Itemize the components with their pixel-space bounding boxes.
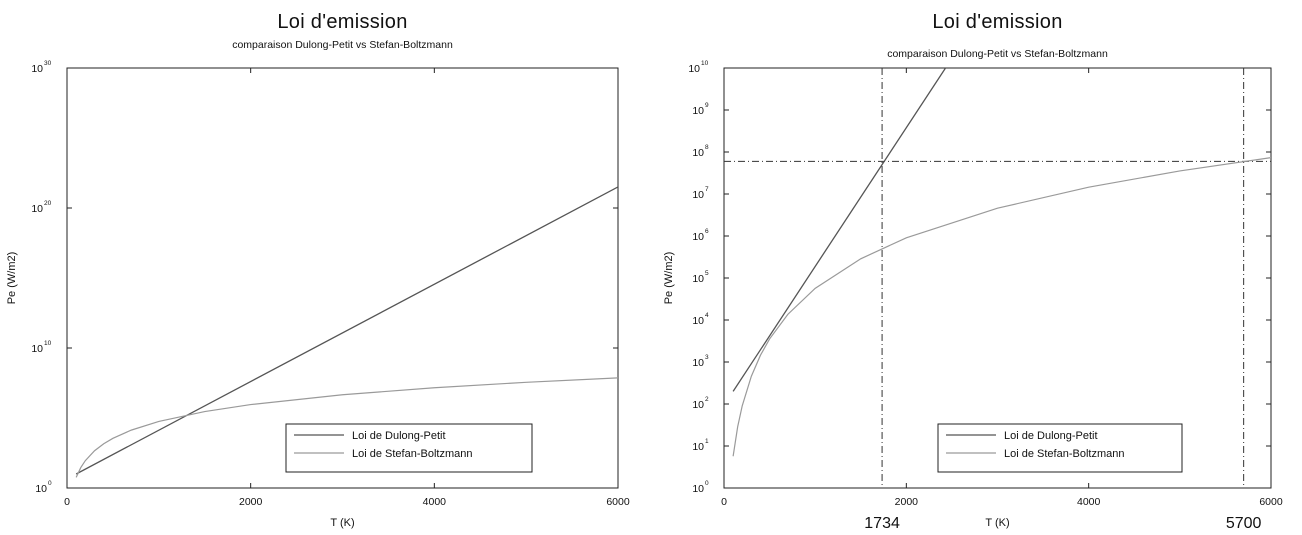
dulong-petit-line bbox=[75, 186, 618, 475]
y-tick-label-exponent: 0 bbox=[705, 480, 709, 487]
y-tick-label-base: 10 bbox=[692, 441, 704, 453]
series-group bbox=[75, 186, 618, 478]
x-tick-label: 0 bbox=[64, 496, 70, 508]
vertical-guide-label: 1734 bbox=[864, 515, 900, 532]
y-tick-label: 10 9 bbox=[692, 102, 709, 117]
y-tick-label-exponent: 8 bbox=[705, 144, 709, 151]
y-tick-label-base: 10 bbox=[31, 203, 43, 215]
left-chart-panel: Loi d'emission comparaison Dulong-Petit v… bbox=[6, 11, 630, 529]
y-tick-label-exponent: 30 bbox=[44, 60, 52, 67]
y-tick-label: 10 4 bbox=[692, 312, 709, 327]
y-tick-label-exponent: 9 bbox=[705, 102, 709, 109]
y-tick-label-exponent: 0 bbox=[48, 480, 52, 487]
y-tick-label: 10 30 bbox=[31, 60, 51, 75]
y-tick-label-exponent: 7 bbox=[705, 186, 709, 193]
x-axis-label: T (K) bbox=[985, 517, 1009, 529]
chart-title: Loi d'emission bbox=[932, 11, 1062, 33]
y-tick-label-exponent: 6 bbox=[705, 228, 709, 235]
legend-entry: Loi de Dulong-Petit bbox=[1004, 430, 1098, 442]
y-tick-label: 10 10 bbox=[688, 60, 708, 75]
right-chart: Loi d'emission comparaison Dulong-Petit v… bbox=[663, 11, 1283, 532]
x-tick-label: 6000 bbox=[606, 496, 630, 508]
y-tick-label-exponent: 4 bbox=[705, 312, 709, 319]
y-tick-label-base: 10 bbox=[688, 63, 700, 75]
y-tick-label-base: 10 bbox=[692, 189, 704, 201]
y-tick-label: 10 2 bbox=[692, 396, 709, 411]
y-tick-label: 10 0 bbox=[35, 480, 52, 495]
y-tick-label-exponent: 5 bbox=[705, 270, 709, 277]
legend-box bbox=[937, 423, 1183, 473]
y-tick-label-base: 10 bbox=[692, 273, 704, 285]
y-tick-label: 10 1 bbox=[692, 438, 709, 453]
y-tick-label-base: 10 bbox=[692, 147, 704, 159]
series-group bbox=[732, 68, 1271, 457]
y-tick-label-base: 10 bbox=[692, 483, 704, 495]
y-tick-label-exponent: 2 bbox=[705, 396, 709, 403]
y-tick-label-base: 10 bbox=[692, 315, 704, 327]
chart-subtitle: comparaison Dulong-Petit vs Stefan-Boltz… bbox=[887, 48, 1108, 60]
y-tick-label-base: 10 bbox=[692, 399, 704, 411]
x-axis-label: T (K) bbox=[330, 517, 354, 529]
plot-frame bbox=[66, 67, 619, 489]
x-tick-label: 6000 bbox=[1259, 496, 1283, 508]
y-axis-label: Pe (W/m2) bbox=[6, 252, 18, 305]
y-tick-label: 10 8 bbox=[692, 144, 709, 159]
chart-subtitle: comparaison Dulong-Petit vs Stefan-Boltz… bbox=[232, 39, 453, 51]
left-chart: Loi d'emission comparaison Dulong-Petit v… bbox=[6, 11, 630, 529]
legend-box bbox=[285, 423, 533, 473]
y-tick-label-exponent: 10 bbox=[701, 60, 709, 67]
right-chart-panel: Loi d'emission comparaison Dulong-Petit v… bbox=[651, 0, 1302, 535]
y-tick-label-exponent: 10 bbox=[44, 340, 52, 347]
y-tick-label-exponent: 3 bbox=[705, 354, 709, 361]
y-tick-label: 10 5 bbox=[692, 270, 709, 285]
chart-title: Loi d'emission bbox=[277, 11, 407, 33]
y-tick-label-base: 10 bbox=[31, 343, 43, 355]
y-tick-label: 10 20 bbox=[31, 200, 51, 215]
x-tick-label: 4000 bbox=[1077, 496, 1101, 508]
y-tick-label: 10 0 bbox=[692, 480, 709, 495]
y-tick-label-base: 10 bbox=[692, 231, 704, 243]
y-tick-label-base: 10 bbox=[692, 357, 704, 369]
stefan-boltzmann-line bbox=[75, 377, 618, 478]
y-tick-label-base: 10 bbox=[31, 63, 43, 75]
stefan-boltzmann-line bbox=[732, 157, 1271, 457]
legend-entry: Loi de Stefan-Boltzmann bbox=[1004, 448, 1124, 460]
x-tick-label: 2000 bbox=[239, 496, 263, 508]
y-tick-label-base: 10 bbox=[35, 483, 47, 495]
y-tick-label-exponent: 1 bbox=[705, 438, 709, 445]
y-tick-label: 10 3 bbox=[692, 354, 709, 369]
y-tick-label-exponent: 20 bbox=[44, 200, 52, 207]
x-tick-label: 2000 bbox=[895, 496, 919, 508]
legend-entry: Loi de Stefan-Boltzmann bbox=[352, 448, 472, 460]
x-tick-label: 4000 bbox=[423, 496, 447, 508]
x-tick-label: 0 bbox=[721, 496, 727, 508]
y-axis-label: Pe (W/m2) bbox=[663, 252, 675, 305]
y-tick-label: 10 6 bbox=[692, 228, 709, 243]
y-tick-label: 10 7 bbox=[692, 186, 709, 201]
vertical-guide-label: 5700 bbox=[1226, 515, 1262, 532]
y-tick-label-base: 10 bbox=[692, 105, 704, 117]
dulong-petit-line bbox=[732, 68, 947, 392]
legend-entry: Loi de Dulong-Petit bbox=[352, 430, 446, 442]
y-tick-label: 10 10 bbox=[31, 340, 51, 355]
